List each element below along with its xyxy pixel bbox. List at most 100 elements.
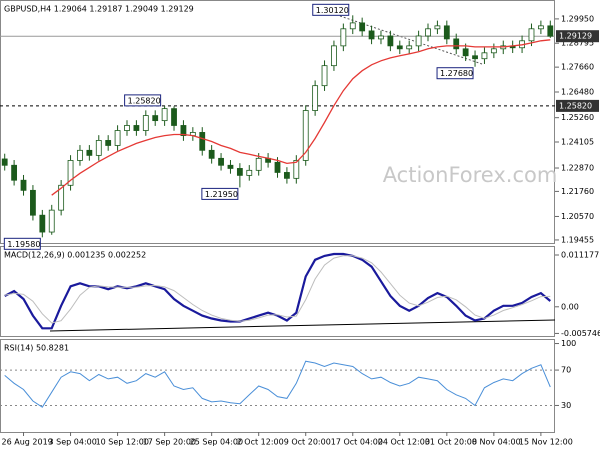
y-tick-label: 0.011177 — [561, 250, 599, 259]
candle-body — [48, 209, 55, 233]
candle-body — [11, 164, 18, 181]
series-line — [4, 252, 552, 330]
candle-body — [86, 149, 93, 156]
rsi-panel — [0, 339, 555, 433]
candle-body — [453, 38, 460, 50]
candle-body — [218, 157, 224, 166]
candle-body — [312, 85, 319, 111]
panel-title: MACD(12,26,9) 0.001235 0.002252 — [4, 251, 146, 260]
candle-body — [1, 158, 8, 166]
candle-body — [58, 184, 65, 211]
candle-body — [378, 35, 384, 40]
y-tick-label: 70 — [561, 366, 571, 375]
candle-body — [387, 35, 394, 47]
y-tick-label: 1.21760 — [561, 187, 594, 196]
candle-body — [67, 160, 74, 186]
series-line — [4, 255, 551, 324]
candle-body — [255, 157, 262, 171]
annotation-box — [312, 3, 350, 16]
candle-body — [20, 179, 27, 191]
y-tick-label: 1.20570 — [561, 212, 594, 221]
candle-body — [481, 52, 488, 60]
annotation-label: 1.19580 — [7, 240, 40, 249]
x-tick-label: 26 Aug 2019 — [2, 438, 53, 447]
annotation-label: 1.30120 — [316, 6, 349, 15]
x-tick-label: 31 Oct 20:00 — [425, 438, 477, 447]
candle-body — [462, 48, 469, 57]
candle-body — [302, 110, 309, 161]
y-tick-label: 1.29950 — [561, 14, 594, 23]
candle-body — [30, 189, 36, 216]
level-label: 1.25820 — [559, 101, 592, 110]
candle-body — [95, 140, 102, 156]
series-line — [51, 39, 551, 196]
price-panel — [0, 0, 555, 244]
candle-body — [152, 115, 159, 122]
y-tick-label: 0.00 — [561, 302, 579, 311]
candle-body — [415, 35, 422, 47]
panel-title: RSI(14) 50.8281 — [4, 344, 69, 353]
annotation-box — [124, 94, 162, 107]
level-label-box — [556, 99, 599, 112]
candle-body — [77, 149, 83, 161]
candle-body — [340, 28, 347, 47]
candle-body — [114, 130, 121, 146]
y-tick-label: 1.22870 — [561, 164, 594, 173]
candle-body — [472, 55, 478, 60]
x-tick-label: 15 Nov 12:00 — [519, 438, 573, 447]
candle-body — [133, 125, 140, 131]
y-tick-label: 1.28795 — [561, 39, 594, 48]
candle-body — [236, 168, 243, 176]
x-tick-label: 3 Sep 04:00 — [49, 438, 97, 447]
x-tick-label: 24 Oct 12:00 — [378, 438, 430, 447]
level-label: 1.29129 — [559, 32, 592, 41]
candle-body — [331, 45, 337, 67]
y-tick-label: 1.25260 — [561, 113, 594, 122]
y-tick-label: 1.26480 — [561, 87, 594, 96]
candle-body — [161, 108, 168, 122]
candle-body — [39, 214, 46, 233]
x-tick-label: 17 Oct 04:00 — [331, 438, 383, 447]
y-tick-label: 1.27660 — [561, 63, 594, 72]
annotation-label: 1.27680 — [440, 69, 473, 78]
candle-body — [199, 132, 206, 151]
watermark: ActionForex.com — [383, 163, 558, 187]
series-line — [4, 360, 551, 408]
candle-body — [171, 108, 177, 126]
x-tick-label: 2 Oct 12:00 — [237, 438, 284, 447]
candle-body — [359, 22, 366, 32]
panel-title: GBPUSD,H4 1.29064 1.29187 1.29049 1.2912… — [4, 5, 194, 14]
candle-body — [105, 140, 112, 146]
candle-body — [434, 25, 441, 30]
candle-body — [274, 161, 281, 173]
macd-trend-line — [49, 319, 556, 332]
candle-body — [142, 115, 149, 131]
y-tick-label: 1.24105 — [561, 138, 594, 147]
candle-body — [528, 28, 535, 42]
candle-body — [396, 45, 403, 50]
candle-body — [547, 25, 554, 37]
candle-body — [490, 48, 497, 54]
candle-body — [321, 65, 328, 87]
annotation-box — [436, 67, 474, 80]
y-tick-label: 100 — [561, 339, 576, 348]
annotation-label: 1.25820 — [128, 96, 161, 105]
candle-body — [443, 25, 450, 40]
y-tick-label: 1.19455 — [561, 235, 594, 244]
candle-body — [425, 28, 431, 37]
level-label-box — [556, 30, 599, 43]
candle-body — [246, 169, 253, 176]
x-tick-label: 9 Oct 20:00 — [284, 438, 331, 447]
candle-body — [284, 172, 290, 179]
candle-body — [208, 149, 215, 159]
y-tick-label: 30 — [561, 401, 571, 410]
candle-body — [293, 160, 300, 179]
candle-body — [180, 125, 187, 136]
y-tick-label: -0.005746 — [561, 329, 600, 338]
x-tick-label: 17 Sep 20:00 — [143, 438, 196, 447]
candle-body — [537, 25, 544, 30]
x-tick-label: 8 Nov 04:00 — [472, 438, 521, 447]
candle-body — [227, 164, 234, 169]
candle-body — [349, 22, 356, 30]
x-tick-label: 25 Sep 04:00 — [190, 438, 243, 447]
